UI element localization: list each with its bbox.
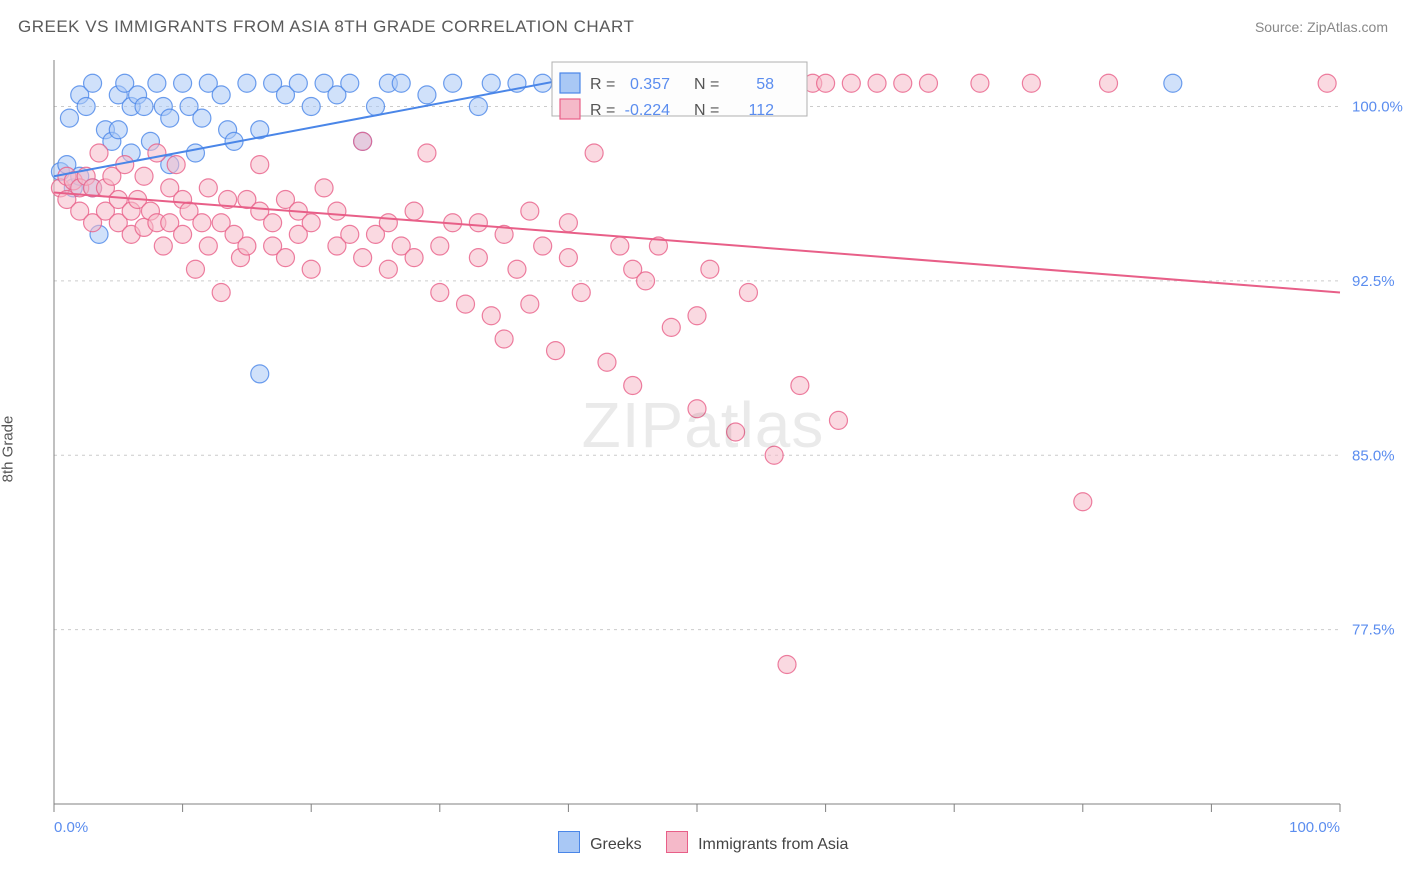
svg-text:92.5%: 92.5% — [1352, 273, 1395, 290]
scatter-chart: 77.5%85.0%92.5%100.0%0.0%100.0%R =0.357N… — [0, 44, 1406, 834]
legend-item-asia: Immigrants from Asia — [666, 831, 849, 854]
chart-container: 8th Grade 77.5%85.0%92.5%100.0%0.0%100.0… — [0, 44, 1406, 854]
legend-label-asia: Immigrants from Asia — [698, 836, 848, 853]
legend-bottom: Greeks Immigrants from Asia — [0, 831, 1406, 854]
legend-swatch-greeks — [558, 831, 580, 853]
svg-text:112: 112 — [748, 102, 774, 119]
svg-text:-0.224: -0.224 — [625, 102, 670, 119]
y-axis-label: 8th Grade — [0, 416, 17, 483]
svg-text:0.357: 0.357 — [630, 76, 670, 93]
legend-label-greeks: Greeks — [590, 836, 642, 853]
source-label: Source: ZipAtlas.com — [1255, 19, 1388, 35]
svg-text:N =: N = — [694, 76, 719, 93]
chart-title: GREEK VS IMMIGRANTS FROM ASIA 8TH GRADE … — [18, 17, 634, 37]
svg-text:77.5%: 77.5% — [1352, 622, 1395, 639]
svg-text:R =: R = — [590, 102, 615, 119]
svg-text:R =: R = — [590, 76, 615, 93]
legend-swatch-asia — [666, 831, 688, 853]
svg-text:85.0%: 85.0% — [1352, 447, 1395, 464]
svg-text:58: 58 — [756, 76, 774, 93]
svg-text:100.0%: 100.0% — [1352, 99, 1403, 116]
legend-item-greeks: Greeks — [558, 831, 642, 854]
svg-text:N =: N = — [694, 102, 719, 119]
